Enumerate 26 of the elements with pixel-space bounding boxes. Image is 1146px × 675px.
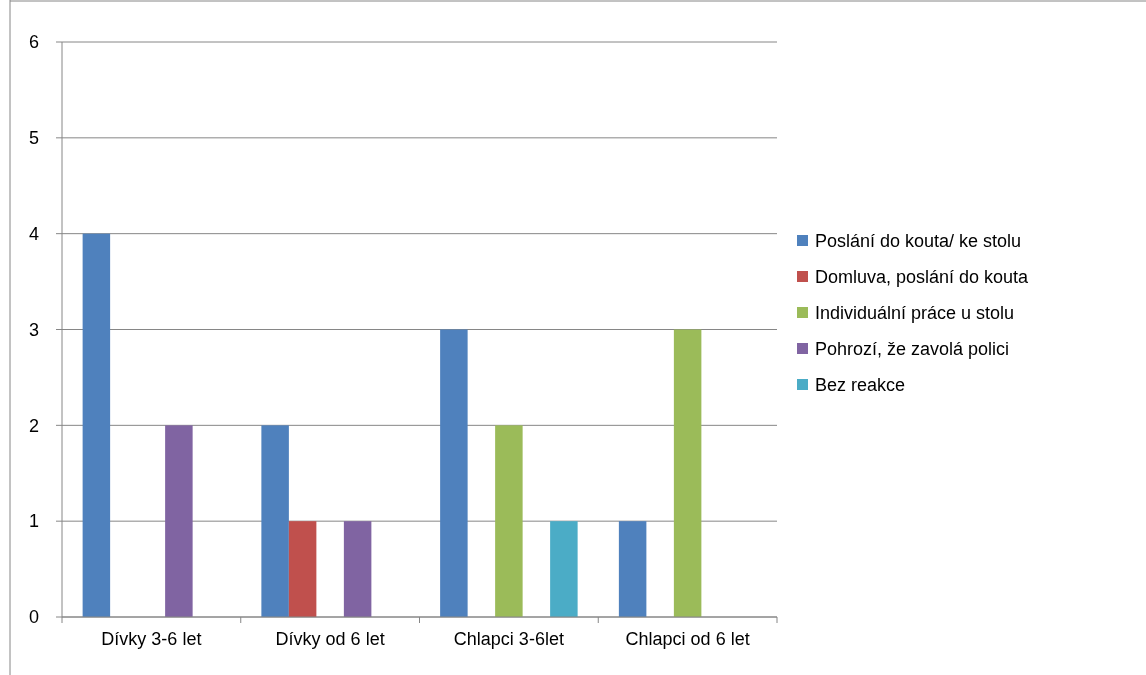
bar — [618, 521, 647, 617]
bar — [673, 329, 702, 617]
legend-label: Individuální práce u stolu — [815, 303, 1015, 324]
y-tick-label: 0 — [28, 607, 40, 628]
bar — [261, 425, 289, 617]
y-tick-label: 1 — [28, 511, 40, 532]
bar — [288, 521, 317, 617]
y-tick-label: 3 — [28, 319, 40, 340]
bar — [550, 521, 578, 617]
legend-label: Poslání do kouta/ ke stolu — [815, 231, 1022, 252]
legend-label: Pohrozí, že zavolá polici — [815, 339, 1010, 360]
y-tick-label: 2 — [28, 415, 40, 436]
bar — [343, 521, 372, 617]
x-tick-label: Dívky od 6 let — [275, 629, 385, 649]
legend-label: Domluva, poslání do kouta — [815, 267, 1030, 288]
x-tick-label: Chlapci od 6 let — [625, 629, 750, 649]
legend-label: Bez reakce — [815, 375, 906, 396]
bar — [495, 425, 523, 617]
x-tick-label: Chlapci 3-6let — [453, 629, 564, 649]
bar — [82, 233, 111, 617]
x-tick-label: Dívky 3-6 let — [101, 629, 202, 649]
y-tick-label: 6 — [28, 32, 40, 53]
y-tick-label: 4 — [28, 223, 40, 244]
bar — [440, 329, 468, 617]
y-tick-label: 5 — [28, 128, 40, 149]
bar — [165, 425, 193, 617]
